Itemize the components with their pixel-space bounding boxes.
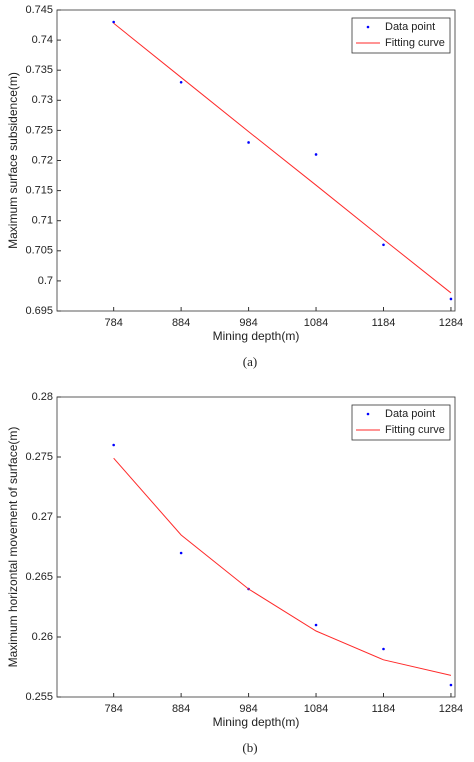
x-axis-label: Mining depth(m): [213, 715, 300, 729]
x-tick-label: 1284: [439, 317, 463, 329]
data-point: [382, 243, 385, 247]
fit-line: [113, 457, 452, 676]
y-tick-label: 0.255: [25, 691, 53, 703]
data-point: [179, 80, 183, 84]
data-point: [449, 683, 453, 687]
x-tick-label: 784: [104, 703, 122, 715]
plot-frame: [56, 9, 456, 312]
data-point: [449, 297, 453, 301]
caption: (a): [243, 354, 257, 369]
x-tick-label: 884: [172, 703, 190, 715]
plot-frame: [56, 396, 456, 698]
y-tick-label: 0.725: [25, 124, 53, 136]
fit-line: [113, 22, 452, 294]
caption: (b): [242, 740, 257, 755]
data-point: [382, 647, 385, 651]
y-tick-label: 0.28: [32, 391, 53, 403]
legend-box: [351, 17, 451, 54]
data-point: [314, 623, 318, 627]
y-tick-label: 0.72: [32, 154, 53, 166]
y-tick-label: 0.74: [32, 34, 53, 46]
legend-label: Fitting curve: [385, 424, 445, 436]
x-tick-label: 984: [239, 317, 257, 329]
legend-label: Fitting curve: [385, 37, 445, 49]
data-point: [179, 551, 183, 555]
legend-box: [351, 404, 451, 441]
data-point: [247, 141, 250, 144]
y-tick-label: 0.715: [25, 185, 53, 197]
x-tick-label: 1184: [372, 317, 396, 329]
y-tick-label: 0.745: [25, 4, 53, 16]
x-tick-label: 1084: [304, 703, 328, 715]
x-tick-label: 884: [172, 317, 190, 329]
y-tick-label: 0.275: [25, 451, 53, 463]
x-tick-label: 1184: [372, 703, 396, 715]
y-tick-label: 0.735: [25, 64, 53, 76]
x-tick-label: 984: [239, 703, 257, 715]
y-tick-label: 0.695: [25, 305, 53, 317]
y-tick-label: 0.71: [32, 215, 53, 227]
legend-swatch: [366, 412, 370, 416]
legend-label: Data point: [385, 21, 435, 33]
y-tick-label: 0.73: [32, 94, 53, 106]
data-point: [112, 20, 115, 24]
y-tick-label: 0.7: [38, 275, 53, 287]
legend-label: Data point: [385, 408, 435, 420]
legend-swatch: [366, 25, 370, 29]
x-tick-label: 1084: [304, 317, 328, 329]
y-tick-label: 0.705: [25, 245, 53, 257]
y-tick-label: 0.265: [25, 571, 53, 583]
y-tick-label: 0.27: [32, 511, 53, 523]
y-axis-label: Maximum horizontal movement of surface(m…: [6, 427, 20, 668]
data-point: [112, 443, 115, 447]
y-tick-label: 0.26: [32, 631, 53, 643]
x-axis-label: Mining depth(m): [213, 329, 300, 343]
data-point: [314, 153, 318, 156]
y-axis-label: Maximum surface subsidence(m): [6, 72, 20, 249]
x-tick-label: 784: [104, 317, 122, 329]
x-tick-label: 1284: [439, 703, 463, 715]
